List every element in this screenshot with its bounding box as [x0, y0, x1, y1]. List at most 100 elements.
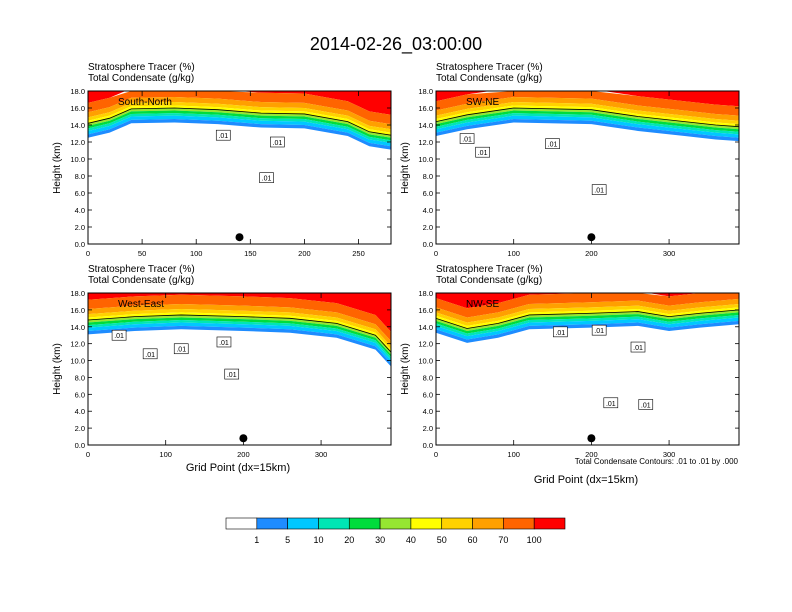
tracer-band: [436, 115, 739, 138]
contour-label: .01: [273, 140, 283, 147]
colorbar-swatch: [318, 517, 350, 530]
tracer-band: [436, 309, 739, 331]
y-tick-label: 2.0: [75, 424, 85, 433]
x-tick-label: 100: [190, 249, 203, 258]
condensate-contour: [88, 107, 391, 136]
x-tick-label: 100: [507, 249, 520, 258]
y-tick-label: 8.0: [423, 373, 433, 382]
colorbar-swatch: [441, 517, 473, 530]
location-marker: [239, 434, 248, 443]
contour-label: .01: [462, 137, 472, 144]
contour-label-box: [459, 133, 475, 144]
y-tick-label: 6.0: [75, 189, 85, 198]
y-tick-label: 6.0: [75, 390, 85, 399]
colorbar-label: 50: [437, 535, 447, 545]
colorbar-swatch: [225, 517, 258, 530]
contour-label: .01: [641, 402, 651, 409]
contour-label: .01: [606, 401, 616, 408]
colorbar-label: 70: [498, 535, 508, 545]
colorbar-label: 1: [254, 535, 259, 545]
tracer-band: [88, 322, 391, 364]
y-tick-label: 4.0: [75, 206, 85, 215]
y-tick-label: 6.0: [423, 189, 433, 198]
colorbar-label: 5: [285, 535, 290, 545]
plot-area: .01 .01 .01 .01 .01: [88, 293, 391, 443]
contour-label: .01: [555, 330, 565, 337]
tracer-band: [88, 312, 391, 353]
contour-label-box: [638, 399, 654, 410]
location-marker: [587, 434, 596, 443]
x-tick-label: 300: [663, 450, 676, 459]
contour-note: Total Condensate Contours: .01 to .01 by…: [575, 457, 739, 466]
x-tick-label: 200: [298, 249, 311, 258]
tracer-band: [88, 115, 391, 147]
plot-frame: [435, 90, 740, 245]
y-tick-label: 16.0: [70, 306, 85, 315]
colorbar-swatch: [503, 517, 535, 530]
contour-label: .01: [633, 345, 643, 352]
plot-frame: [87, 90, 392, 245]
x-tick-label: 200: [585, 450, 598, 459]
condensate-contour: [436, 107, 739, 128]
contour-label-box: [591, 324, 607, 336]
colorbar-label: 100: [527, 535, 542, 545]
figure-title: 2014-02-26_03:00:00: [310, 34, 482, 55]
colorbar-label: 10: [313, 535, 323, 545]
tracer-band: [88, 91, 391, 115]
y-tick-label: 2.0: [423, 223, 433, 232]
x-tick-label: 200: [237, 450, 250, 459]
y-tick-label: 18.0: [418, 87, 433, 96]
tracer-band: [88, 294, 391, 342]
contour-label: .01: [218, 133, 228, 140]
y-tick-label: 0.0: [75, 441, 85, 450]
y-tick-label: 4.0: [75, 407, 85, 416]
y-tick-label: 14.0: [70, 121, 85, 130]
contour-label: .01: [594, 188, 604, 195]
colorbar: 1 5 10 20 30 40 50 60 70 100: [225, 517, 566, 545]
panel-header-line1: Stratosphere Tracer (%): [88, 62, 195, 73]
panel-label: SW-NE: [466, 97, 499, 108]
contour-label-box: [215, 129, 231, 141]
contour-label: .01: [145, 352, 155, 359]
tracer-band: [436, 293, 739, 318]
tracer-band: [88, 293, 391, 332]
tracer-band: [436, 96, 739, 121]
contour-label: .01: [176, 347, 186, 354]
contour-label-box: [603, 397, 619, 409]
y-tick-label: 6.0: [423, 390, 433, 399]
plot-frame: [87, 292, 392, 446]
x-tick-label: 250: [352, 249, 365, 258]
panel-west-east: Stratosphere Tracer (%) Total Condensate…: [52, 264, 392, 474]
plot-area: .01 .01 .01 .01 .01: [436, 293, 739, 443]
tracer-band: [88, 314, 391, 355]
contour-label: .01: [227, 372, 237, 379]
colorbar-label: 40: [406, 535, 416, 545]
colorbar-swatch: [472, 517, 504, 530]
y-tick-label: 12.0: [418, 340, 433, 349]
contour-label-box: [111, 329, 127, 341]
contour-label-box: [259, 172, 274, 183]
y-tick-label: 16.0: [418, 104, 433, 113]
tracer-band: [88, 96, 391, 130]
y-tick-label: 14.0: [418, 121, 433, 130]
tracer-band: [88, 91, 391, 125]
x-tick-label: 300: [315, 450, 328, 459]
x-tick-label: 200: [585, 249, 598, 258]
contour-label-box: [270, 136, 285, 148]
tracer-band: [88, 108, 391, 138]
plot-area: .01 .01 .01: [88, 91, 391, 242]
panel-header-line2: Total Condensate (g/kg): [88, 73, 194, 84]
panel-label: West-East: [118, 299, 164, 310]
x-tick-label: 300: [663, 249, 676, 258]
x-tick-label: 150: [244, 249, 257, 258]
colorbar-swatch: [348, 517, 381, 530]
x-axis-label: Grid Point (dx=15km): [534, 474, 638, 486]
tracer-band: [436, 312, 739, 334]
tracer-band: [436, 91, 739, 107]
y-tick-label: 0.0: [423, 441, 433, 450]
y-tick-label: 14.0: [418, 323, 433, 332]
y-tick-label: 0.0: [423, 240, 433, 249]
contour-label-box: [553, 326, 568, 338]
y-tick-label: 8.0: [423, 172, 433, 181]
y-tick-label: 14.0: [70, 323, 85, 332]
